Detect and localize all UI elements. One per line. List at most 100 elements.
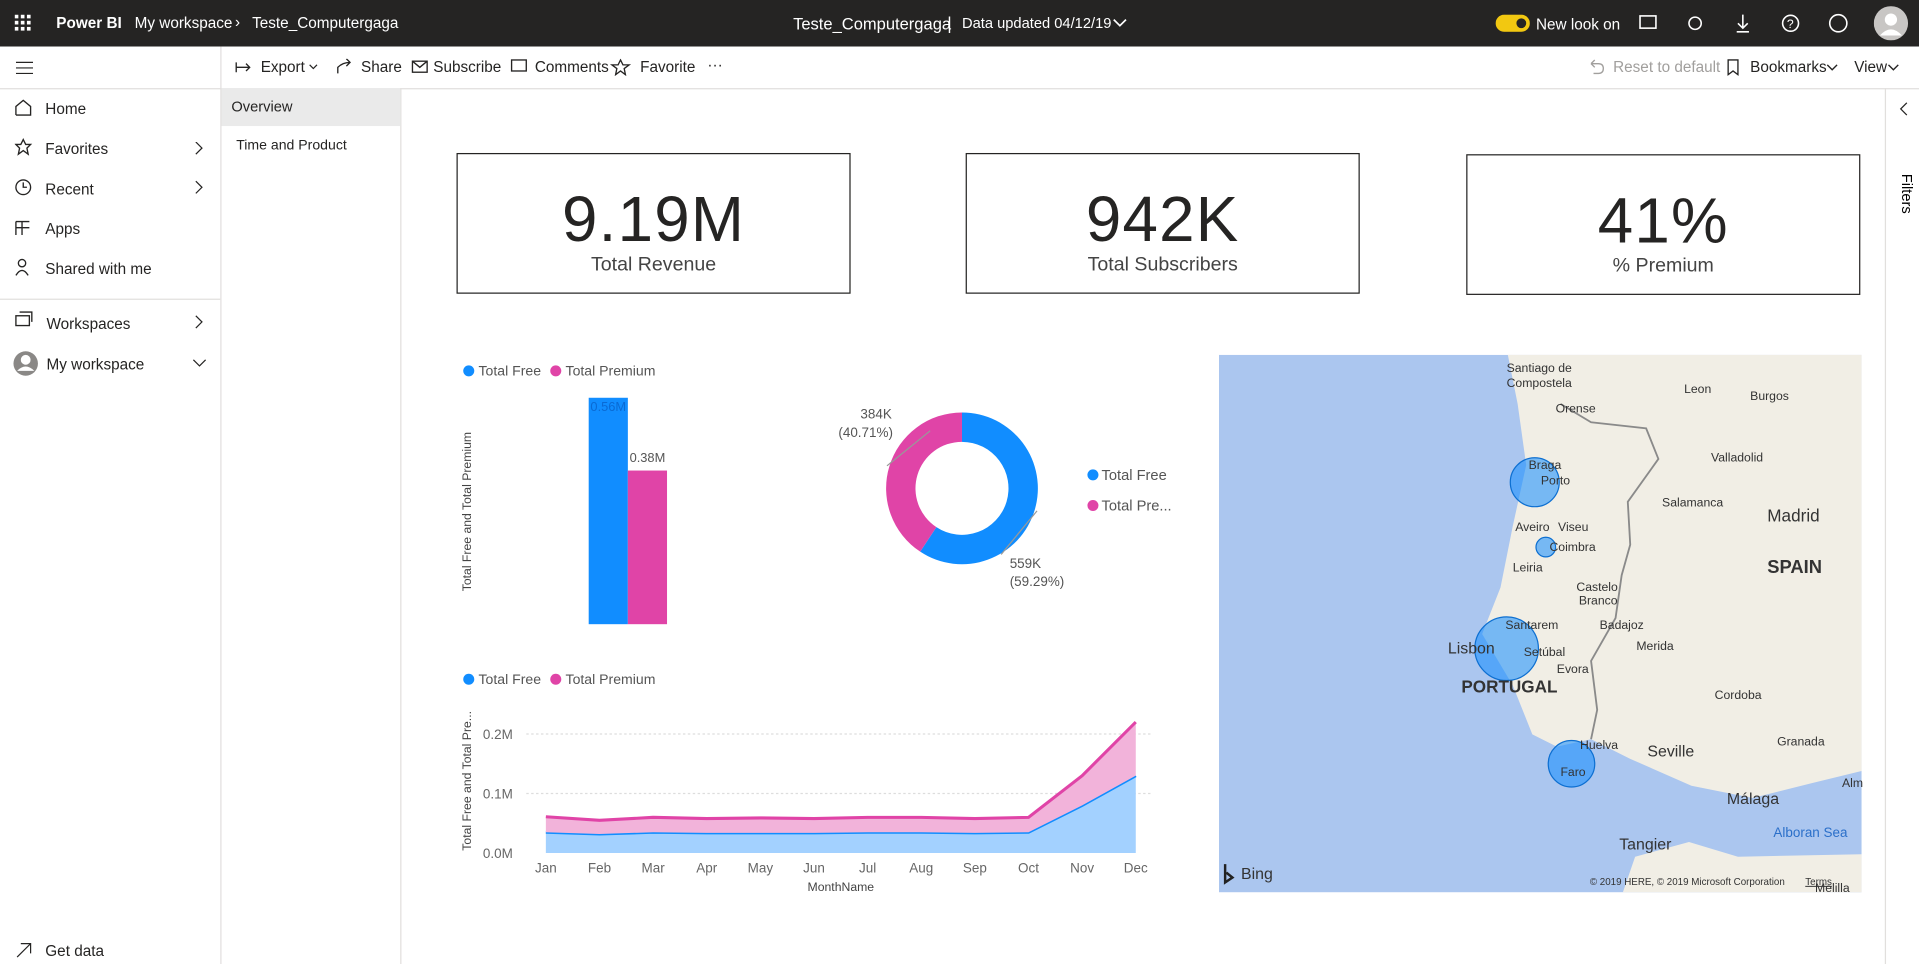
decoration xyxy=(15,179,32,196)
top-bar: Power BI My workspace › Teste_Computerga… xyxy=(0,0,1919,47)
decoration xyxy=(20,14,25,19)
toolbar-button[interactable]: Favorite xyxy=(640,58,696,76)
app-name[interactable]: Power BI xyxy=(56,14,122,32)
separator: | xyxy=(947,13,952,34)
decoration xyxy=(195,315,203,329)
nav-item[interactable]: My workspace xyxy=(46,356,145,374)
decoration xyxy=(26,26,31,31)
breadcrumb[interactable]: Teste_Computergaga xyxy=(252,14,399,32)
decoration xyxy=(235,62,251,73)
decoration xyxy=(14,26,19,31)
toolbar-icons xyxy=(235,58,632,76)
kpi-label: Total Subscribers xyxy=(1087,254,1238,276)
decoration xyxy=(1688,16,1703,31)
toolbar-button[interactable]: Comments xyxy=(534,58,609,76)
toolbar-button[interactable]: Subscribe xyxy=(433,58,502,76)
leader-line xyxy=(1000,510,1038,555)
decoration xyxy=(192,141,207,367)
decoration xyxy=(14,99,33,327)
leader-line xyxy=(886,430,931,467)
y-tick-label: 0.0M xyxy=(483,846,513,861)
bar xyxy=(627,470,668,625)
new-look-label: New look on xyxy=(1535,15,1621,34)
decoration xyxy=(14,14,31,31)
kpi-value: 41% xyxy=(1597,186,1729,258)
map-label: Badajoz xyxy=(1600,618,1644,632)
decoration xyxy=(1781,14,1800,33)
decoration xyxy=(1884,13,1898,26)
data-label: (59.29%) xyxy=(1010,574,1065,589)
toolbar: Export Share Subscribe Comments Favorite… xyxy=(0,47,1919,90)
area xyxy=(545,722,1136,835)
bing-logo xyxy=(1223,864,1235,885)
legend-label: Total Premium xyxy=(566,363,656,379)
map-label: Alboran Sea xyxy=(1773,825,1848,840)
map-label: Granada xyxy=(1777,734,1825,748)
collapse[interactable] xyxy=(1898,102,1910,117)
decoration xyxy=(15,269,29,276)
decoration xyxy=(1639,15,1657,29)
toolbar-button[interactable]: Bookmarks xyxy=(1750,58,1827,76)
decoration xyxy=(26,14,31,19)
toolbar-button[interactable]: Share xyxy=(361,58,402,76)
breadcrumb[interactable]: My workspace xyxy=(134,14,233,32)
x-tick-label: Feb xyxy=(588,861,611,876)
decoration xyxy=(20,26,25,31)
toolbar-button[interactable]: Export xyxy=(260,58,305,76)
page-tab-selected[interactable]: Overview xyxy=(221,88,401,127)
nav-item[interactable]: Apps xyxy=(45,220,81,238)
decoration xyxy=(1826,64,1899,71)
decoration xyxy=(1736,14,1749,33)
more-button[interactable]: ··· xyxy=(707,56,723,74)
map-label: PORTUGAL xyxy=(1461,677,1557,697)
data-updated[interactable]: Data updated 04/12/19 xyxy=(961,14,1112,32)
decoration xyxy=(195,180,203,194)
header-icons[interactable]: ? xyxy=(1638,13,1858,35)
decoration xyxy=(20,20,25,25)
toolbar-button[interactable]: View xyxy=(1854,58,1888,76)
decoration xyxy=(15,315,31,327)
decoration xyxy=(309,64,318,70)
nav-item[interactable]: Shared with me xyxy=(45,260,152,278)
nav-item[interactable]: Workspaces xyxy=(46,315,131,333)
decoration xyxy=(1474,616,1540,682)
toggle[interactable] xyxy=(1495,14,1530,32)
nav-item[interactable]: Recent xyxy=(45,181,94,199)
page-tab[interactable]: Time and Product xyxy=(236,138,347,153)
toolbar-button[interactable]: Reset to default xyxy=(1613,58,1721,76)
page-tab[interactable]: Overview xyxy=(231,97,293,116)
donut-slice xyxy=(920,412,1038,565)
map: Santiago de Compostela Orense Leon Burgo… xyxy=(1219,354,1863,895)
x-tick-label: May xyxy=(748,861,774,876)
chevron[interactable] xyxy=(1113,17,1128,29)
decoration xyxy=(14,14,19,19)
map-label: Salamanca xyxy=(1662,496,1723,510)
legend-label: Total Pre... xyxy=(1102,498,1172,514)
map-label: Branco xyxy=(1579,594,1618,608)
data-label: 559K xyxy=(1010,556,1041,571)
filters-label[interactable]: Filters xyxy=(1898,173,1916,214)
kpi-card: 942K Total Subscribers xyxy=(965,152,1360,294)
x-tick-label: Apr xyxy=(696,861,717,876)
x-tick-label: Jan xyxy=(535,861,557,876)
map-terms[interactable]: Terms xyxy=(1805,877,1832,888)
get-data-icon xyxy=(16,943,32,958)
map-border xyxy=(1560,403,1660,740)
x-tick-label: Aug xyxy=(909,861,933,876)
hamburger[interactable] xyxy=(15,61,34,75)
map-label: Merida xyxy=(1636,639,1674,653)
app-launcher[interactable] xyxy=(14,14,32,32)
map-label: Madrid xyxy=(1767,505,1819,525)
nav-footer[interactable]: Get data xyxy=(45,942,104,960)
decoration xyxy=(16,943,32,958)
left-nav: Home Favorites Recent Apps Shared with m… xyxy=(0,46,222,964)
data-label: 0.56M xyxy=(590,399,626,414)
decoration xyxy=(1899,102,1908,116)
nav-item[interactable]: Home xyxy=(45,100,87,118)
legend-marker xyxy=(463,365,475,377)
map-label: Orense xyxy=(1556,401,1596,415)
nav-item[interactable]: Favorites xyxy=(45,140,109,158)
map-label: Seville xyxy=(1647,743,1694,760)
avatar[interactable] xyxy=(1873,6,1909,41)
kpi-card: 41%% Premium xyxy=(1466,154,1861,295)
